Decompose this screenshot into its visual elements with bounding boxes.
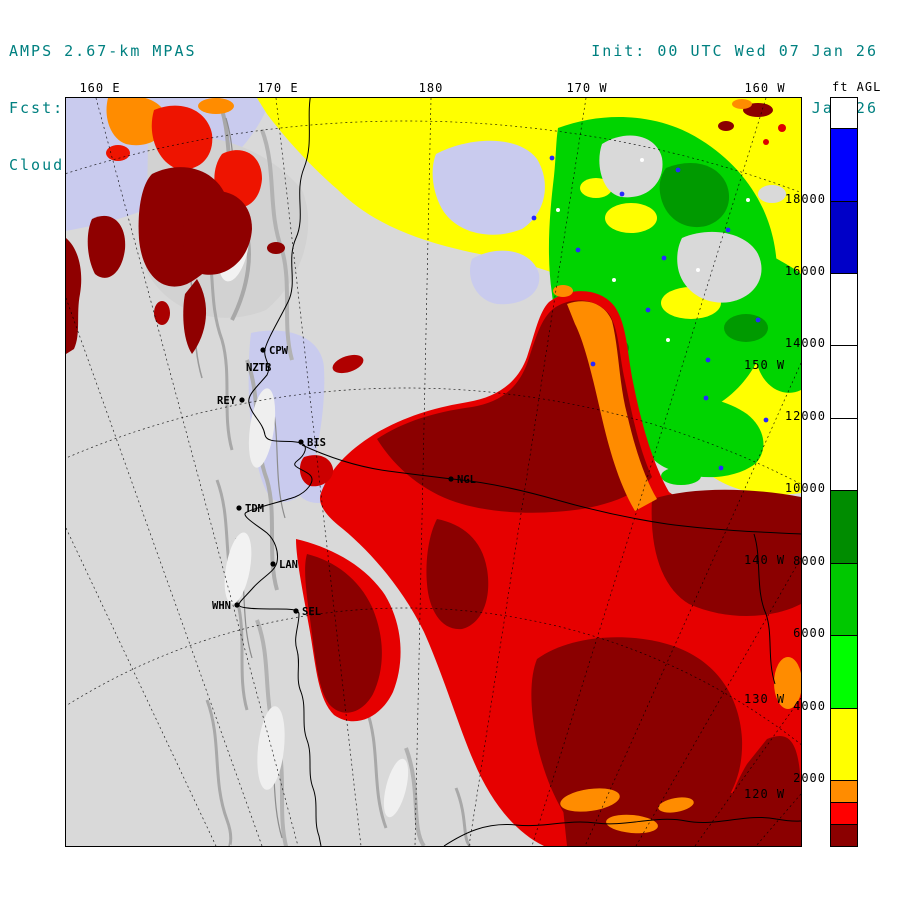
colorbar-segment bbox=[831, 708, 857, 780]
lon-label-160w: 160 W bbox=[744, 81, 786, 95]
map-frame: 160 E 170 E 180 170 W 160 W bbox=[65, 81, 802, 847]
station-label-SEL: SEL bbox=[302, 606, 321, 618]
colorbar-segment bbox=[831, 635, 857, 708]
graticule bbox=[66, 98, 801, 846]
station-dot-SEL bbox=[293, 608, 299, 614]
colorbar-segment bbox=[831, 418, 857, 490]
lon-label-130w: 130 W bbox=[744, 692, 786, 706]
coastlines bbox=[238, 98, 801, 846]
colorbar-segment bbox=[831, 563, 857, 635]
colorbar-tick-14000: 14000 bbox=[784, 336, 826, 350]
lon-label-160e: 160 E bbox=[79, 81, 121, 95]
colorbar-segment bbox=[831, 273, 857, 345]
colorbar: ft AGL 18000 16000 14000 12000 10000 8000 6000… bbox=[785, 80, 880, 847]
colorbar-segment bbox=[831, 802, 857, 824]
colorbar-tick-12000: 12000 bbox=[784, 409, 826, 423]
station-label-BIS: BIS bbox=[307, 437, 326, 449]
colorbar-segment bbox=[831, 490, 857, 563]
clear-gray-patches bbox=[599, 135, 786, 303]
lon-label-170e: 170 E bbox=[257, 81, 299, 95]
station-dot-WHN bbox=[234, 602, 240, 608]
lon-label-140w: 140 W bbox=[744, 553, 786, 567]
colorbar-segment bbox=[831, 780, 857, 802]
colorbar-tick-8000: 8000 bbox=[793, 554, 826, 568]
colorbar-tick-16000: 16000 bbox=[784, 264, 826, 278]
colorbar-tick-labels: 18000 16000 14000 12000 10000 8000 6000 4000 200… bbox=[782, 97, 826, 845]
lon-label-150w: 150 W bbox=[744, 358, 786, 372]
station-dot-REY bbox=[239, 397, 245, 403]
nw-low-cloud bbox=[66, 98, 285, 354]
init-time: Init: 00 UTC Wed 07 Jan 26 bbox=[591, 42, 878, 60]
model-name: AMPS 2.67-km MPAS bbox=[9, 42, 197, 60]
colorbar-tick-2000: 2000 bbox=[793, 771, 826, 785]
colorbar-tick-4000: 4000 bbox=[793, 699, 826, 713]
station-dot-BIS bbox=[298, 439, 304, 445]
station-label-NZTB: NZTB bbox=[246, 362, 271, 374]
colorbar-tick-6000: 6000 bbox=[793, 626, 826, 640]
colorbar-segment bbox=[831, 201, 857, 273]
station-dot-CPW bbox=[260, 347, 266, 353]
lon-label-180: 180 bbox=[418, 81, 444, 95]
colorbar-scale bbox=[830, 97, 858, 847]
station-label-TDM: TDM bbox=[245, 503, 264, 515]
station-dot-NGL bbox=[448, 476, 454, 482]
colorbar-tick-10000: 10000 bbox=[784, 481, 826, 495]
colorbar-segment bbox=[831, 345, 857, 418]
colorbar-tick-18000: 18000 bbox=[784, 192, 826, 206]
lon-label-120w: 120 W bbox=[744, 787, 786, 801]
orange-band bbox=[553, 99, 801, 834]
speckles bbox=[531, 124, 786, 471]
stations-group: CPW NZTB REY BIS NGL TDM LAN WHN SEL bbox=[212, 345, 476, 618]
colorbar-title: ft AGL bbox=[832, 80, 882, 94]
station-label-LAN: LAN bbox=[279, 559, 298, 571]
station-label-CPW: CPW bbox=[269, 345, 289, 357]
colorbar-segment bbox=[831, 98, 857, 128]
colorbar-segment bbox=[831, 128, 857, 201]
lon-label-170w: 170 W bbox=[566, 81, 608, 95]
station-label-WHN: WHN bbox=[212, 600, 231, 612]
colorbar-segment bbox=[831, 824, 857, 846]
station-label-REY: REY bbox=[217, 395, 237, 407]
station-dot-TDM bbox=[236, 505, 242, 511]
station-label-NGL: NGL bbox=[457, 474, 476, 486]
map-canvas: CPW NZTB REY BIS NGL TDM LAN WHN SEL bbox=[66, 98, 801, 846]
station-dot-LAN bbox=[270, 561, 276, 567]
